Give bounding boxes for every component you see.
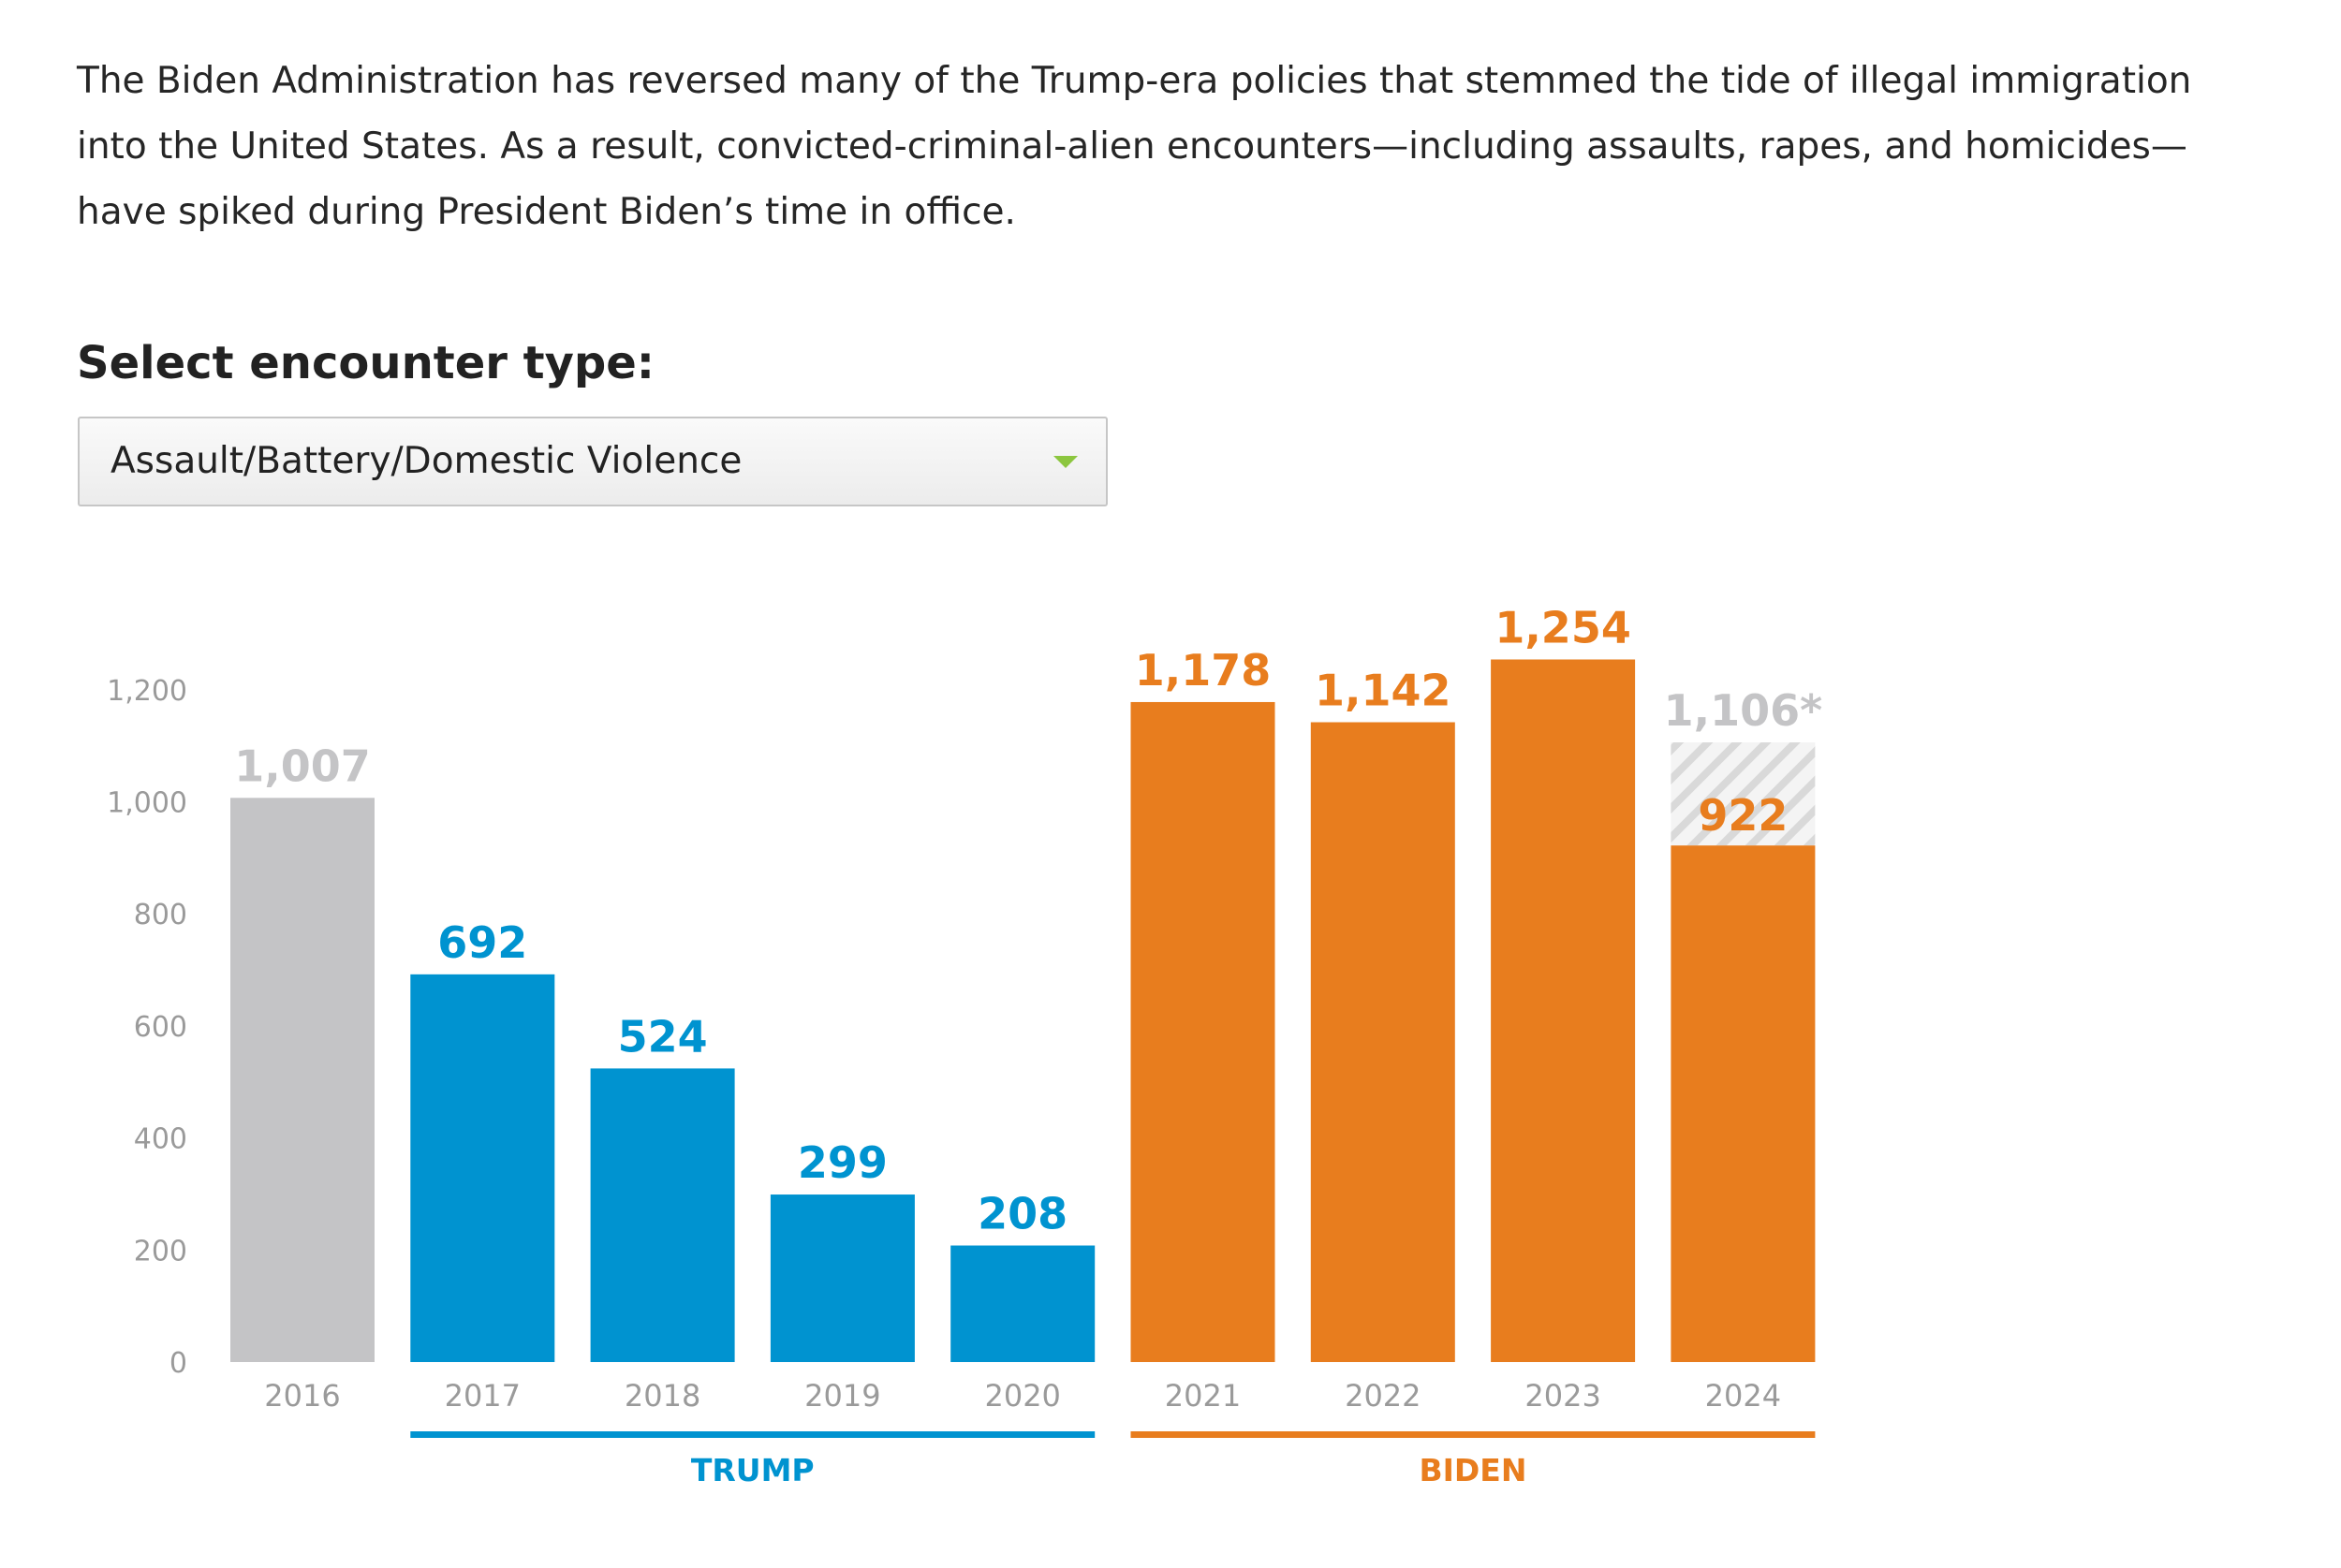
x-tick-label-2024: 2024 (1705, 1378, 1781, 1414)
encounters-bar-chart: 0 200 400 600 800 1,000 1,200 1,007 2016 692 2017… (107, 602, 1822, 1488)
encounter-type-select[interactable]: Assault/Battery/Domestic Violence (78, 417, 1108, 506)
value-label-2020: 208 (978, 1189, 1067, 1239)
y-tick-label: 1,200 (107, 675, 187, 708)
value-label-2023: 1,254 (1494, 602, 1631, 652)
y-tick-label: 0 (169, 1347, 187, 1380)
value-label-2022: 1,142 (1315, 666, 1451, 716)
value-label-2016: 1,007 (234, 740, 371, 791)
projected-value-label: 1,106* (1664, 685, 1823, 736)
administration-groups: TRUMP BIDEN (410, 1431, 1816, 1488)
value-label-2024: 922 (1698, 790, 1788, 841)
y-tick-label: 200 (134, 1235, 187, 1268)
bar-2018 (590, 1068, 735, 1362)
bar-2017 (410, 974, 555, 1362)
y-tick-label: 400 (134, 1123, 187, 1156)
bar-2020 (950, 1245, 1096, 1362)
bars: 1,007 2016 692 2017 524 2018 299 2019 208 2020 1,1… (230, 602, 1822, 1414)
x-tick-label-2021: 2021 (1165, 1378, 1241, 1414)
bar-2022 (1310, 722, 1455, 1362)
x-tick-label-2023: 2023 (1524, 1378, 1600, 1414)
bar-2019 (770, 1194, 915, 1362)
x-tick-label-2019: 2019 (804, 1378, 880, 1414)
y-axis: 0 200 400 600 800 1,000 1,200 (107, 675, 187, 1380)
x-tick-label-2020: 2020 (984, 1378, 1060, 1414)
intro-paragraph: The Biden Administration has reversed ma… (77, 60, 2192, 233)
x-tick-label-2022: 2022 (1345, 1378, 1421, 1414)
y-tick-label: 800 (134, 899, 187, 931)
bar-2021 (1130, 701, 1275, 1362)
encounter-type-selected-value: Assault/Battery/Domestic Violence (110, 440, 743, 482)
bar-2023 (1491, 659, 1636, 1362)
encounter-type-label: Select encounter type: (77, 337, 655, 389)
value-label-2018: 524 (618, 1011, 708, 1062)
projected-bar-segment (1671, 742, 1816, 846)
x-tick-label-2016: 2016 (264, 1378, 340, 1414)
bar-2016 (230, 798, 375, 1362)
x-tick-label-2018: 2018 (625, 1378, 700, 1414)
bar-2024 (1671, 845, 1816, 1362)
group-line-trump (410, 1431, 1096, 1438)
group-label-trump: TRUMP (691, 1452, 815, 1488)
y-tick-label: 1,000 (107, 787, 187, 820)
group-label-biden: BIDEN (1419, 1452, 1526, 1488)
chevron-down-icon (1053, 456, 1078, 468)
group-line-biden (1130, 1431, 1816, 1438)
value-label-2021: 1,178 (1135, 645, 1272, 696)
y-tick-label: 600 (134, 1011, 187, 1044)
value-label-2019: 299 (798, 1137, 888, 1188)
x-tick-label-2017: 2017 (445, 1378, 521, 1414)
value-label-2017: 692 (437, 917, 527, 968)
